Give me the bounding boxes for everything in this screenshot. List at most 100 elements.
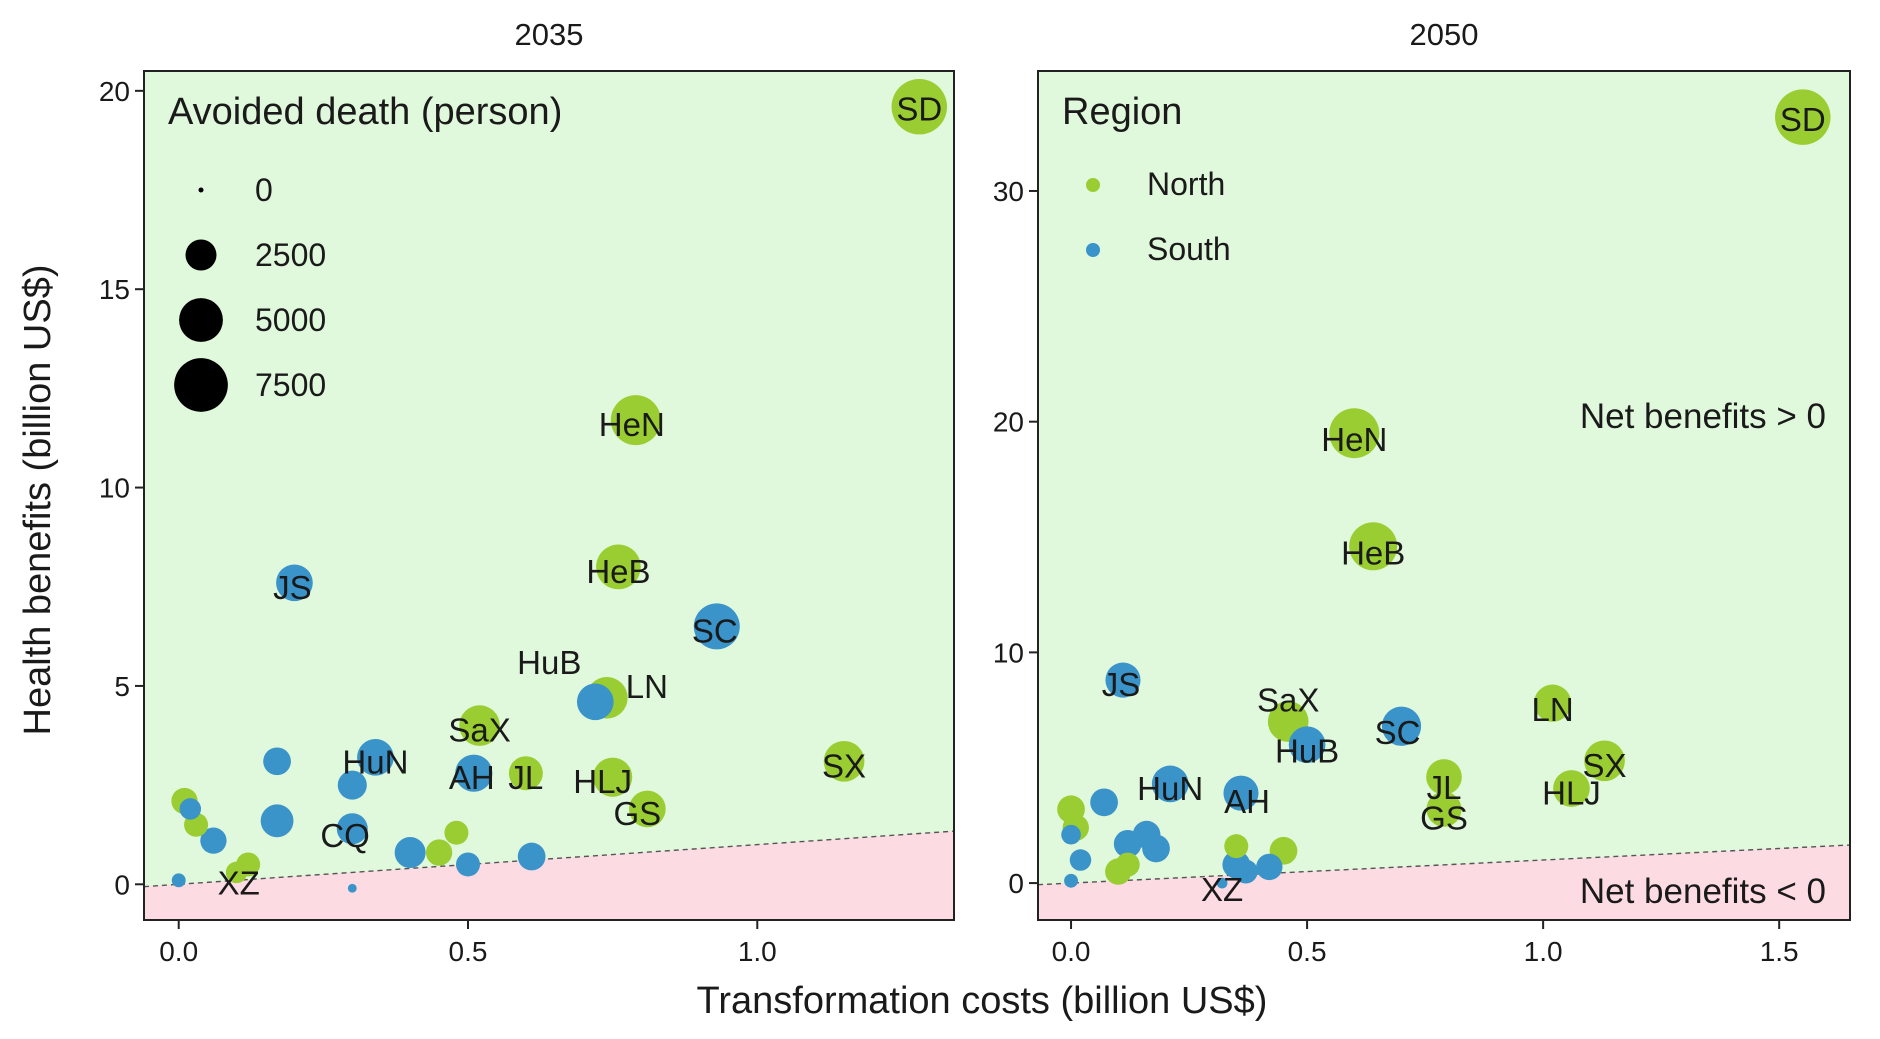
point-south bbox=[336, 813, 368, 845]
point-label: JL bbox=[1427, 769, 1462, 806]
legend-label: 5000 bbox=[255, 302, 326, 338]
point-south bbox=[455, 852, 481, 877]
x-tick-label: 0.5 bbox=[1288, 936, 1327, 967]
point-label: SaX bbox=[1257, 682, 1319, 719]
point-label: JL bbox=[508, 759, 543, 796]
point-label: HuN bbox=[342, 743, 408, 780]
y-tick-label: 30 bbox=[993, 176, 1024, 207]
legend-label: 0 bbox=[255, 172, 273, 208]
point-label: LN bbox=[1531, 691, 1573, 728]
legend-label: 2500 bbox=[255, 237, 326, 273]
panel-2035: SD HeN SC HeB LN SaX SX HLJ AH GS JS HuB HuN JL CQ XZ 20… bbox=[99, 17, 955, 967]
point-south bbox=[1216, 877, 1228, 889]
point-south bbox=[1105, 662, 1141, 698]
legend-size-key bbox=[174, 358, 228, 412]
positive-region bbox=[144, 71, 954, 920]
point-north bbox=[1115, 852, 1140, 877]
legend-label: 7500 bbox=[255, 367, 326, 403]
region-label-positive: Net benefits > 0 bbox=[1580, 397, 1826, 436]
point-south bbox=[693, 603, 740, 650]
negative-region bbox=[1038, 845, 1850, 920]
point-label: XZ bbox=[1201, 871, 1243, 908]
point-label: JS bbox=[273, 569, 312, 606]
point-south bbox=[1061, 824, 1081, 845]
point-north bbox=[444, 820, 469, 845]
point-south bbox=[1256, 853, 1283, 881]
point-label: HuB bbox=[517, 644, 581, 681]
y-tick-label: 10 bbox=[99, 473, 130, 504]
legend-title: Region bbox=[1062, 91, 1182, 133]
x-tick-label: 1.0 bbox=[1524, 936, 1563, 967]
point-label: HeN bbox=[599, 406, 665, 443]
point-south bbox=[1064, 873, 1078, 888]
point-south bbox=[1069, 849, 1092, 871]
x-tick-label: 0.5 bbox=[449, 936, 488, 967]
point-north bbox=[1775, 89, 1831, 145]
point-label: SD bbox=[1780, 101, 1826, 138]
point-south bbox=[1113, 830, 1142, 858]
point-label: HeB bbox=[1341, 534, 1405, 571]
point-label: CQ bbox=[320, 817, 370, 854]
point-north bbox=[425, 839, 453, 866]
point-label: AH bbox=[1224, 783, 1270, 820]
point-south bbox=[260, 804, 294, 838]
point-south bbox=[1090, 788, 1118, 817]
panel-title: 2035 bbox=[515, 17, 584, 52]
panel-title: 2050 bbox=[1410, 17, 1479, 52]
point-north bbox=[459, 705, 500, 746]
point-label: HLJ bbox=[573, 763, 632, 800]
point-label: HeN bbox=[1321, 421, 1387, 458]
point-label: HLJ bbox=[1542, 774, 1601, 811]
point-north bbox=[1329, 408, 1380, 459]
point-south bbox=[1233, 859, 1258, 884]
point-north bbox=[508, 756, 543, 791]
x-tick-label: 0.0 bbox=[159, 936, 198, 967]
y-axis-label: Health benefits (billion US$) bbox=[17, 264, 59, 735]
point-south bbox=[455, 754, 493, 792]
plot-area: SD HeN SC HeB LN SaX SX HLJ AH GS JS HuB HuN JL CQ XZ bbox=[144, 71, 954, 920]
legend-label: North bbox=[1147, 166, 1225, 202]
point-label: LN bbox=[626, 668, 668, 705]
legend-title: Avoided death (person) bbox=[168, 91, 562, 133]
y-tick-label: 0 bbox=[1008, 868, 1024, 899]
y-tick-label: 20 bbox=[993, 407, 1024, 438]
point-north bbox=[1533, 684, 1572, 722]
point-south bbox=[1223, 775, 1259, 811]
legend-size-key bbox=[185, 239, 217, 271]
point-label: AH bbox=[449, 759, 495, 796]
point-label: SD bbox=[896, 91, 942, 128]
negative-region bbox=[144, 831, 954, 920]
x-tick-label: 0.0 bbox=[1052, 936, 1091, 967]
point-south bbox=[357, 739, 394, 776]
point-north bbox=[596, 544, 641, 590]
point-south bbox=[394, 837, 426, 869]
legend-key-south bbox=[1086, 243, 1100, 257]
point-south bbox=[1151, 765, 1189, 803]
point-north bbox=[823, 740, 865, 782]
x-tick-label: 1.5 bbox=[1760, 936, 1799, 967]
x-axis-label: Transformation costs (billion US$) bbox=[697, 980, 1268, 1022]
point-label: SC bbox=[692, 612, 738, 649]
y-tick-label: 15 bbox=[99, 274, 130, 305]
point-north bbox=[1553, 770, 1590, 807]
break-even-line bbox=[144, 830, 954, 888]
legend-size-key bbox=[179, 298, 223, 342]
point-north bbox=[610, 395, 661, 446]
plot-frame bbox=[143, 70, 955, 921]
point-north bbox=[1426, 791, 1462, 827]
point-south bbox=[347, 883, 357, 893]
point-north bbox=[891, 78, 948, 135]
plot-frame bbox=[1037, 70, 1851, 921]
point-south bbox=[179, 798, 202, 820]
point-label: SX bbox=[1582, 747, 1626, 784]
point-label: SX bbox=[822, 747, 866, 784]
legend-label: South bbox=[1147, 231, 1231, 267]
point-label: GS bbox=[1420, 799, 1468, 836]
point-north bbox=[1426, 759, 1462, 795]
point-south bbox=[337, 770, 367, 800]
point-north bbox=[1224, 834, 1249, 859]
y-tick-label: 20 bbox=[99, 76, 130, 107]
